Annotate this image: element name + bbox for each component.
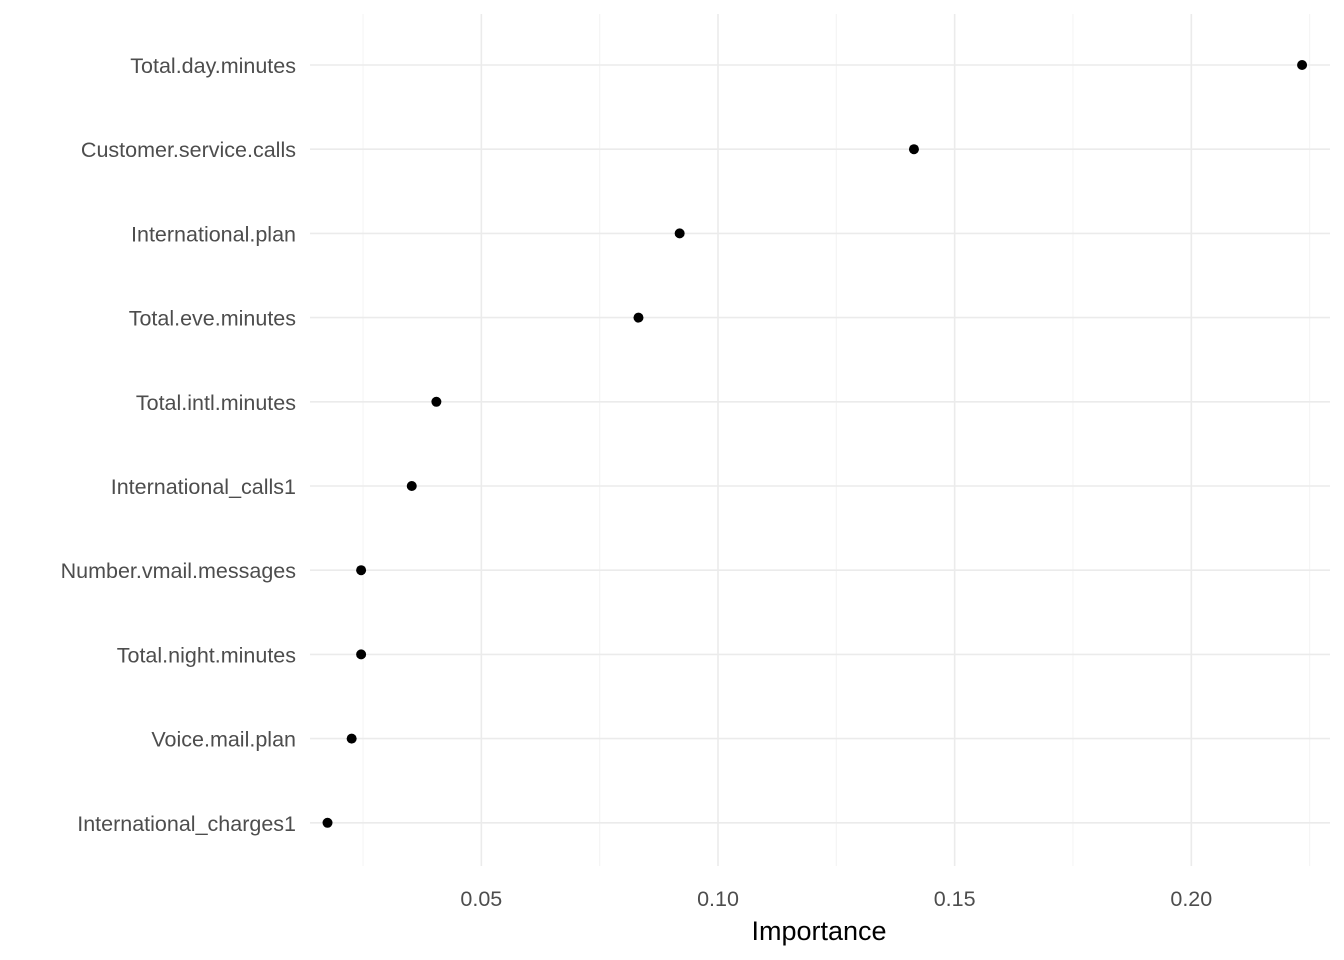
x-axis-tick-labels: 0.05 0.10 0.15 0.20 [460, 887, 1212, 911]
y-axis-labels: Total.day.minutes Customer.service.calls I… [61, 54, 296, 836]
data-point [674, 228, 685, 239]
x-tick-label: 0.05 [460, 887, 502, 911]
data-point [431, 396, 442, 407]
x-axis-title: Importance [751, 916, 886, 946]
y-category-label: Total.intl.minutes [136, 391, 296, 415]
data-point [346, 733, 357, 744]
y-category-label: Number.vmail.messages [61, 559, 296, 583]
data-point [356, 565, 367, 576]
y-category-label: Total.eve.minutes [129, 307, 296, 331]
y-category-label: Customer.service.calls [81, 138, 296, 162]
data-points [322, 60, 1308, 828]
y-category-label: Total.day.minutes [130, 54, 296, 78]
data-point [406, 481, 417, 491]
y-category-label: International_charges1 [77, 812, 296, 836]
x-tick-label: 0.20 [1170, 887, 1212, 911]
x-tick-label: 0.10 [697, 887, 739, 911]
y-category-label: International.plan [131, 222, 296, 246]
data-point [356, 649, 367, 660]
data-point [322, 817, 333, 828]
y-category-label: Total.night.minutes [117, 643, 296, 667]
data-point [633, 312, 644, 323]
y-category-label: International_calls1 [111, 475, 296, 499]
data-point [908, 144, 919, 155]
data-point [1297, 60, 1308, 70]
grid-lines [310, 14, 1330, 866]
x-tick-label: 0.15 [934, 887, 976, 911]
y-category-label: Voice.mail.plan [151, 728, 296, 752]
